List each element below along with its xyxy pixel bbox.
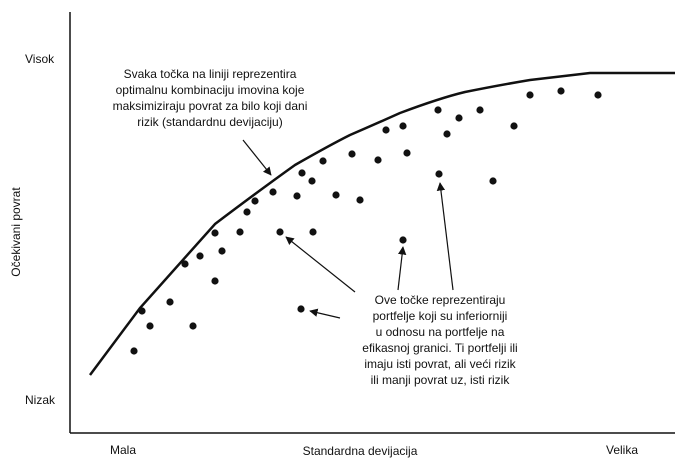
arrow [242,139,272,176]
portfolio-point [594,91,602,99]
portfolio-point [189,322,197,330]
portfolio-point [374,156,382,164]
portfolio-point [146,322,154,330]
portfolio-point [510,122,518,130]
portfolio-point [348,150,356,158]
portfolio-point [298,169,306,177]
y-low-label: Nizak [25,393,56,407]
arrow [285,236,356,293]
portfolio-point [399,122,407,130]
annotation-line: Ove točke reprezentiraju [375,293,506,307]
annotation-line: imaju isti povrat, ali veći rizik [364,357,516,371]
annotation-line: portfelje koji su inferiorniji [373,309,508,323]
portfolio-point [236,228,244,236]
portfolio-point [319,157,327,165]
portfolio-point [434,106,442,114]
portfolio-point [218,247,226,255]
portfolio-point [308,177,316,185]
annotations: Svaka točka na liniji reprezentira optima… [113,67,518,387]
portfolio-point [526,91,534,99]
arrow [309,308,341,319]
efficient-frontier [88,71,675,376]
portfolio-point [382,126,390,134]
y-axis-title: Očekivani povrat [9,187,23,277]
portfolio-point [211,229,219,237]
portfolio-point [138,307,146,315]
portfolio-point [356,196,364,204]
x-low-label: Mala [110,443,136,457]
portfolio-point [130,347,138,355]
portfolio-point [269,188,277,196]
annotation-line: Svaka točka na liniji reprezentira [124,67,297,81]
portfolio-point [243,208,251,216]
portfolio-point [557,87,565,95]
annotation-line: ili manji povrat uz, isti rizik [371,373,511,387]
portfolio-point [435,170,443,178]
portfolio-point [211,277,219,285]
x-high-label: Velika [606,443,638,457]
portfolio-point [309,228,317,236]
annotation-line: maksimiziraju povrat za bilo koji dani [113,99,308,113]
annotation-line: optimalnu kombinaciju imovina koje [116,83,305,97]
portfolio-point [455,114,463,122]
portfolio-point [293,192,301,200]
portfolio-point [251,197,259,205]
portfolio-point [196,252,204,260]
arrows [242,139,454,319]
portfolio-point [297,305,305,313]
portfolio-point [166,298,174,306]
arrow [397,246,407,291]
portfolio-point [399,236,407,244]
portfolio-point [443,130,451,138]
y-high-label: Visok [25,52,55,66]
portfolio-point [403,149,411,157]
portfolio-point [181,260,189,268]
annotation-line: efikasnoj granici. Ti portfelji ili [362,341,517,355]
arrow [436,182,454,291]
annotation-line: u odnosu na portfelje na [376,325,505,339]
portfolio-point [476,106,484,114]
annotation-line: rizik (standardnu devijaciju) [137,115,282,129]
portfolio-point [276,228,284,236]
x-axis-title: Standardna devijacija [303,444,418,458]
portfolio-point [332,191,340,199]
portfolio-point [489,177,497,185]
portfolio-points [130,87,602,355]
